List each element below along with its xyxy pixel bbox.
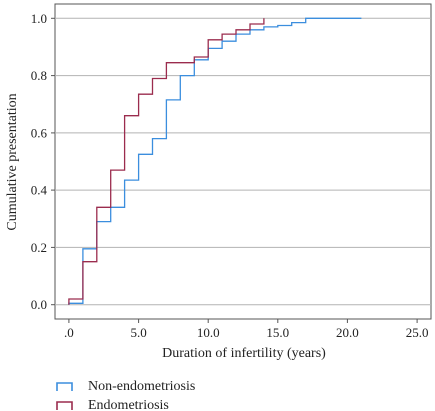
y-tick-label-0: 0.0 [31, 297, 47, 312]
legend-label-endometriosis: Endometriosis [88, 398, 169, 411]
x-tick-label-20: 20.0 [336, 325, 359, 340]
x-axis: .0 5.0 10.0 15.0 20.0 25.0 [64, 319, 428, 340]
y-tick-label-0-6: 0.6 [31, 125, 48, 140]
legend-swatch-non-endometriosis [56, 382, 73, 391]
y-tick-label-0-2: 0.2 [31, 240, 47, 255]
y-tick-label-0-4: 0.4 [31, 183, 48, 198]
legend-label-non-endometriosis: Non-endometriosis [88, 379, 195, 394]
y-axis-title: Cumulative presentation [5, 93, 20, 230]
x-tick-label-25: 25.0 [406, 325, 429, 340]
x-axis-title: Duration of infertility (years) [162, 346, 326, 361]
x-tick-label-0: .0 [64, 325, 74, 340]
y-tick-label-1: 1.0 [31, 11, 47, 26]
legend-item-non-endometriosis: Non-endometriosis [56, 379, 195, 394]
x-tick-label-15: 15.0 [266, 325, 289, 340]
y-axis: 0.0 0.2 0.4 0.6 0.8 1.0 [31, 11, 55, 312]
legend-swatch-endometriosis [56, 401, 73, 410]
legend-item-endometriosis: Endometriosis [56, 398, 169, 411]
series-layer [68, 17, 362, 305]
series-line-endometriosis [68, 18, 265, 305]
x-tick-label-5: 5.0 [130, 325, 146, 340]
legend: Non-endometriosis Endometriosis [56, 379, 195, 411]
y-tick-label-0-8: 0.8 [31, 68, 47, 83]
grid [55, 17, 431, 306]
plot-area [54, 3, 432, 320]
x-tick-label-10: 10.0 [197, 325, 220, 340]
series-line-non-endometriosis [68, 17, 362, 305]
